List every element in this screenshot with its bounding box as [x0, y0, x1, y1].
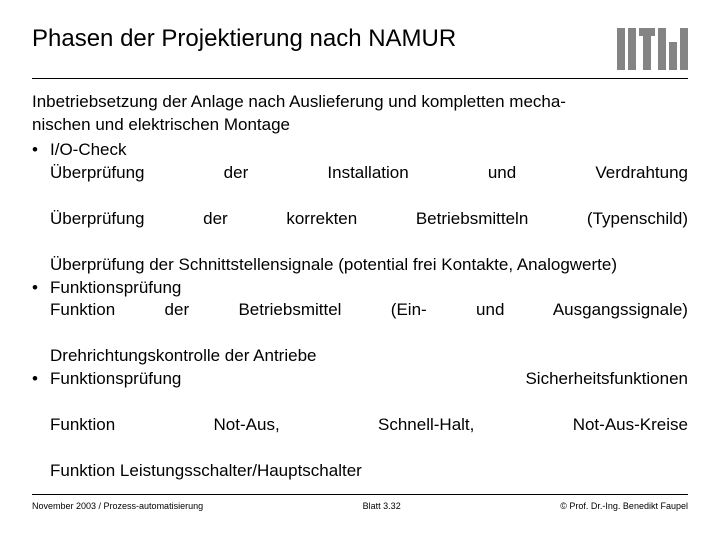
- bullet-line: Funktion Not-Aus, Schnell-Halt, Not-Aus-…: [50, 414, 688, 460]
- bullet-line: Funktion Leistungsschalter/Hauptschalter: [50, 460, 688, 483]
- bullet-list: •I/O-CheckÜberprüfung der Installation u…: [32, 139, 688, 483]
- header: Phasen der Projektierung nach NAMUR: [32, 24, 688, 70]
- logo-bar: [643, 36, 651, 70]
- logo-bar: [658, 28, 666, 70]
- bullet-head-text: Funktionsprüfung: [50, 277, 181, 300]
- logo-bar: [680, 28, 688, 70]
- bullet-line: Funktion der Betriebsmittel (Ein- und Au…: [50, 299, 688, 345]
- bullet-head: •I/O-Check: [32, 139, 688, 162]
- footer-divider: [32, 494, 688, 495]
- bullet-head: •Funktionsprüfung Sicherheitsfunktionen: [32, 368, 688, 414]
- bullet-body: Funktion der Betriebsmittel (Ein- und Au…: [50, 299, 688, 368]
- bullet-head-text: Funktionsprüfung Sicherheitsfunktionen: [50, 368, 688, 414]
- bullet-dot-icon: •: [32, 368, 50, 391]
- bullet-item: •Funktionsprüfung SicherheitsfunktionenF…: [32, 368, 688, 483]
- footer-left: November 2003 / Prozess-automatisierung: [32, 501, 203, 512]
- logo-bar: [669, 42, 677, 70]
- logo-w: [658, 28, 688, 70]
- logo-dash: [639, 28, 655, 36]
- intro-text: Inbetriebsetzung der Anlage nach Auslief…: [32, 91, 688, 137]
- logo-bar: [628, 28, 636, 70]
- footer: November 2003 / Prozess-automatisierung …: [32, 494, 688, 512]
- bullet-item: •I/O-CheckÜberprüfung der Installation u…: [32, 139, 688, 277]
- slide-title: Phasen der Projektierung nach NAMUR: [32, 24, 456, 54]
- content: Inbetriebsetzung der Anlage nach Auslief…: [32, 91, 688, 483]
- top-divider: [32, 78, 688, 79]
- bullet-item: •FunktionsprüfungFunktion der Betriebsmi…: [32, 277, 688, 369]
- bullet-head-text: I/O-Check: [50, 139, 127, 162]
- footer-row: November 2003 / Prozess-automatisierung …: [32, 501, 688, 512]
- logo-t: [639, 28, 655, 70]
- bullet-dot-icon: •: [32, 277, 50, 300]
- intro-line: Inbetriebsetzung der Anlage nach Auslief…: [32, 92, 566, 111]
- bullet-line: Überprüfung der Schnittstellensignale (p…: [50, 254, 688, 277]
- bullet-head: •Funktionsprüfung: [32, 277, 688, 300]
- footer-center: Blatt 3.32: [363, 501, 401, 511]
- bullet-dot-icon: •: [32, 139, 50, 162]
- bullet-body: Überprüfung der Installation und Verdrah…: [50, 162, 688, 277]
- footer-right: © Prof. Dr.-Ing. Benedikt Faupel: [560, 501, 688, 511]
- intro-line: nischen und elektrischen Montage: [32, 115, 290, 134]
- bullet-line: Drehrichtungskontrolle der Antriebe: [50, 345, 688, 368]
- logo-bar: [617, 28, 625, 70]
- slide: Phasen der Projektierung nach NAMUR Inbe…: [0, 0, 720, 540]
- bullet-line: Überprüfung der korrekten Betriebsmittel…: [50, 208, 688, 254]
- htw-logo: [617, 28, 688, 70]
- bullet-line: Überprüfung der Installation und Verdrah…: [50, 162, 688, 208]
- bullet-body: Funktion Not-Aus, Schnell-Halt, Not-Aus-…: [50, 414, 688, 483]
